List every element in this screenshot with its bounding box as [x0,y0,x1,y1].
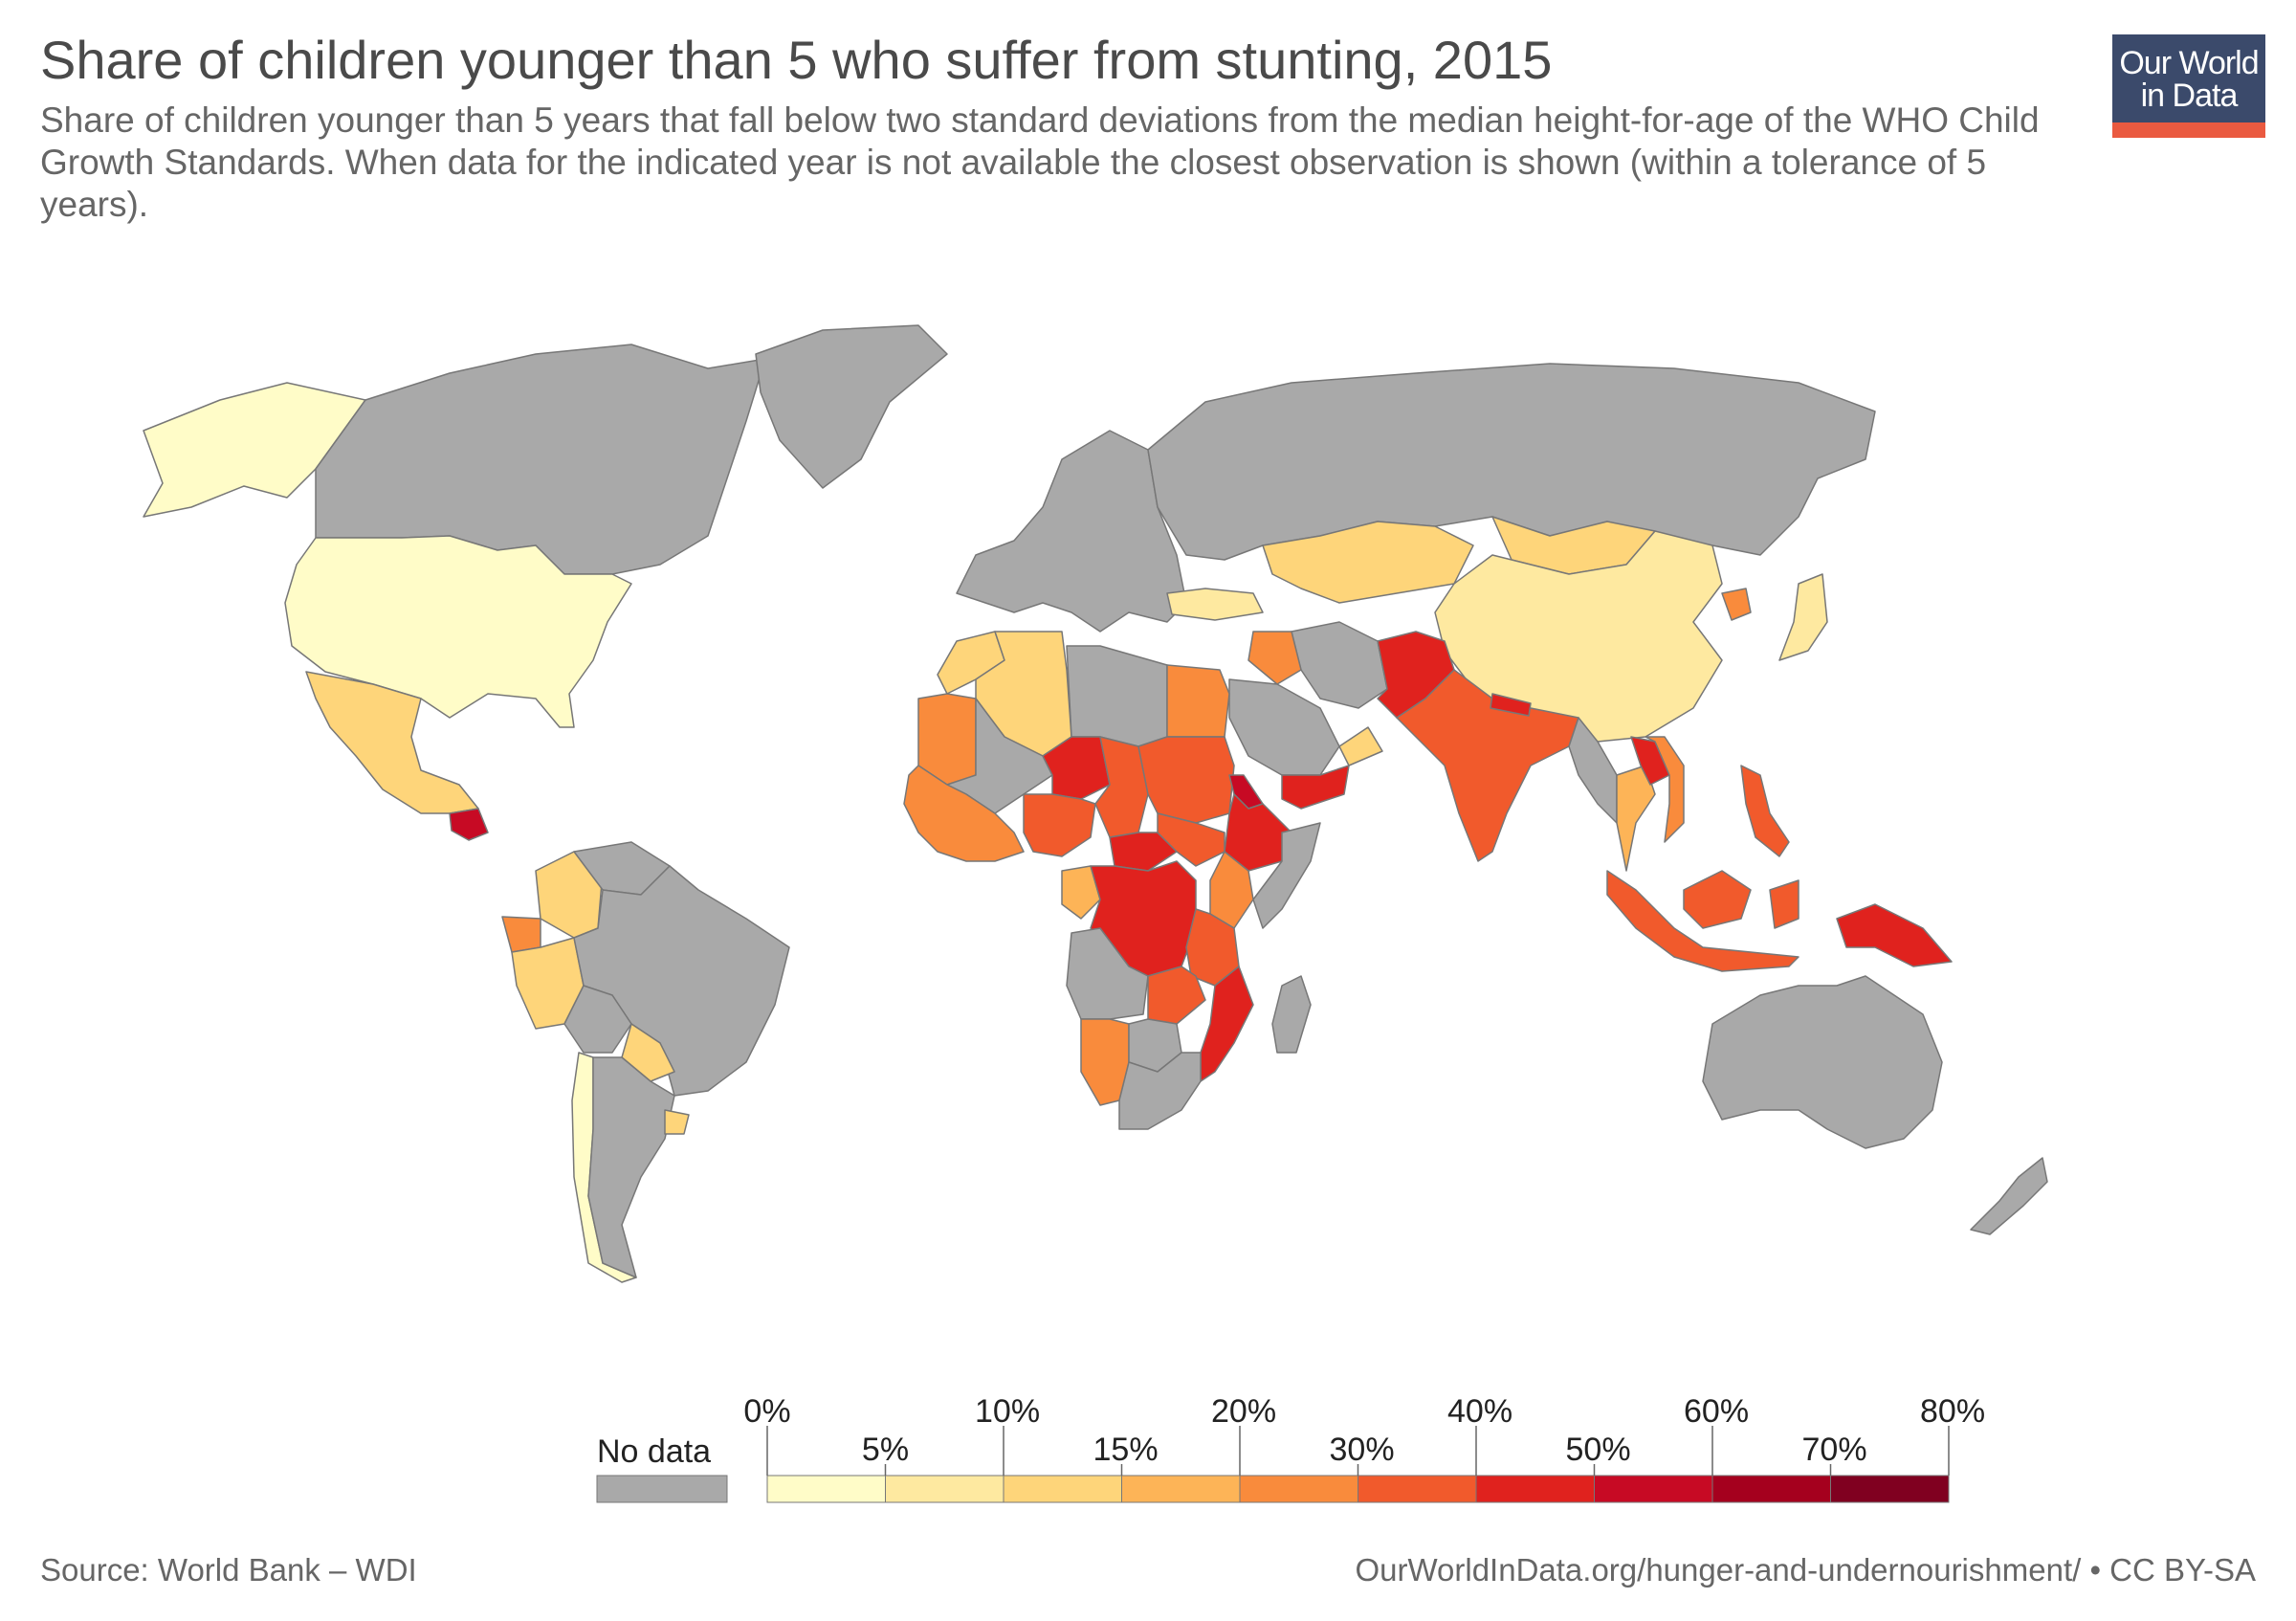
legend-bin-15-20 [1121,1475,1241,1503]
logo-line-1: Our World [2119,45,2259,81]
map-region-europe[interactable] [956,430,1187,633]
legend-label-top: 80% [1920,1393,1986,1430]
map-region-united-states[interactable] [284,535,632,728]
legend-label-top: 40% [1447,1393,1513,1430]
legend-label-top: 10% [975,1393,1041,1430]
legend-ticks [766,1426,1950,1476]
legend-label-top: 0% [743,1393,791,1430]
legend-bin-60-70 [1711,1475,1831,1503]
map-region-guatemala[interactable] [449,808,489,841]
footer-url[interactable]: OurWorldInData.org/hunger-and-undernouri… [1355,1552,2256,1588]
legend-bin-20-30 [1239,1475,1358,1503]
legend-bin-10-15 [1003,1475,1122,1503]
legend-label-bottom: 5% [861,1432,910,1468]
legend-color-bins [766,1475,1950,1503]
map-region-uruguay[interactable] [664,1109,690,1135]
map-region-gabon[interactable] [1061,865,1101,920]
map-region-mozambique[interactable] [1200,966,1254,1082]
map-region-niger[interactable] [1042,736,1111,800]
map-region-iran[interactable] [1291,621,1388,709]
map-region-argentina[interactable] [587,1056,675,1278]
legend-label-bottom: 70% [1801,1432,1867,1468]
map-region-angola[interactable] [1066,927,1149,1020]
legend-bin-5-10 [885,1475,1004,1503]
map-region-brazil[interactable] [573,865,790,1097]
map-region-south-sudan[interactable] [1157,812,1225,867]
map-legend [596,1426,1950,1503]
legend-bin-70-80 [1830,1475,1950,1503]
map-region-nepal[interactable] [1490,693,1532,717]
legend-bin-0-5 [766,1475,886,1503]
map-region-south-africa[interactable] [1118,1052,1202,1130]
map-region-new-zealand[interactable] [1970,1157,2048,1235]
legend-bin-40-50 [1475,1475,1595,1503]
legend-no-data-label: No data [597,1433,712,1470]
map-region-laos[interactable] [1630,736,1670,786]
legend-bin-50-60 [1594,1475,1713,1503]
map-region-paraguay[interactable] [621,1023,675,1082]
map-region-turkey[interactable] [1166,588,1264,621]
world-map [143,324,2048,1283]
legend-bin-30-40 [1358,1475,1477,1503]
chart-title: Share of children younger than 5 who suf… [40,30,1553,90]
legend-label-top: 60% [1684,1393,1750,1430]
map-region-papua-new-guinea[interactable] [1836,903,1953,967]
map-region-iraq[interactable] [1247,631,1302,685]
map-region-nigeria[interactable] [1023,793,1096,857]
map-region-ecuador[interactable] [501,916,541,953]
map-region-indonesia[interactable] [1606,870,1799,972]
map-region-libya[interactable] [1066,645,1168,747]
map-region-myanmar[interactable] [1568,717,1618,824]
logo-line-2: in Data [2140,78,2239,114]
map-region-egypt[interactable] [1166,664,1230,738]
map-region-yemen[interactable] [1281,765,1350,810]
legend-no-data-swatch [596,1475,728,1503]
map-region-west-africa[interactable] [903,765,1025,862]
map-region-madagascar[interactable] [1271,975,1312,1054]
source-note: Source: World Bank – WDI [40,1552,417,1588]
map-region-north-korea[interactable] [1721,588,1752,621]
map-region-mali[interactable] [946,698,1053,814]
legend-label-bottom: 15% [1093,1432,1159,1468]
map-region-sudan[interactable] [1137,736,1235,824]
map-region-vietnam[interactable] [1645,736,1685,843]
legend-label-bottom: 30% [1329,1432,1395,1468]
map-region-japan[interactable] [1778,573,1828,661]
map-region-somalia[interactable] [1252,822,1321,929]
owid-logo[interactable]: Our World in Data [2112,34,2265,138]
legend-label-top: 20% [1211,1393,1277,1430]
map-region-australia[interactable] [1702,975,1943,1149]
map-region-alaska[interactable] [143,382,366,518]
map-region-oman[interactable] [1338,726,1383,766]
logo-accent-bar [2112,122,2265,138]
legend-label-bottom: 50% [1565,1432,1631,1468]
map-region-philippines[interactable] [1740,765,1790,857]
chart-subtitle: Share of children younger than 5 years t… [40,100,2040,224]
map-region-greenland[interactable] [755,324,948,489]
